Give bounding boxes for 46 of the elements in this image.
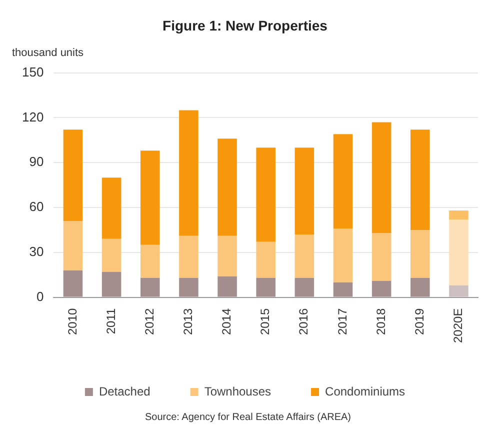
bar xyxy=(294,234,314,278)
bar xyxy=(449,285,468,297)
chart-title: Figure 1: New Properties xyxy=(162,17,328,34)
bar xyxy=(449,219,468,286)
x-tick-label: 2010 xyxy=(65,308,80,336)
bar xyxy=(63,130,83,221)
bar xyxy=(140,150,160,245)
bar xyxy=(372,232,392,281)
x-tick-label: 2017 xyxy=(335,308,350,336)
legend-label: Condominiums xyxy=(325,384,406,398)
x-tick-label: 2016 xyxy=(296,308,311,336)
x-tick-label: 2011 xyxy=(104,308,118,334)
bar xyxy=(410,130,430,230)
bar xyxy=(179,236,198,278)
bar xyxy=(449,210,468,220)
bar xyxy=(140,244,160,278)
bar xyxy=(256,148,276,242)
bar xyxy=(179,110,198,236)
x-tick-label: 2015 xyxy=(258,308,272,336)
bar xyxy=(102,178,122,239)
y-axis-title: thousand units xyxy=(12,46,84,59)
legend-label: Townhouses xyxy=(204,384,272,398)
bar xyxy=(218,236,237,276)
source-note: Source: Agency for Real Estate Affairs (AREA) xyxy=(144,412,352,423)
x-tick-label: 2018 xyxy=(374,308,388,336)
y-tick-label: 30 xyxy=(29,244,44,259)
bar xyxy=(102,238,122,272)
x-tick-label: 2019 xyxy=(412,308,426,336)
bar xyxy=(333,134,353,228)
bar xyxy=(256,242,276,278)
legend-label: Detached xyxy=(98,384,150,398)
x-tick-label: 2014 xyxy=(220,308,234,336)
bar xyxy=(294,148,314,234)
bar xyxy=(218,138,237,236)
bar xyxy=(410,230,430,278)
x-tick-label: 2013 xyxy=(181,308,196,336)
y-tick-label: 150 xyxy=(22,64,44,80)
y-tick-label: 60 xyxy=(29,199,44,214)
bar xyxy=(372,122,392,233)
x-tick-label: 2020E xyxy=(451,308,466,344)
y-tick-label: 0 xyxy=(36,288,44,304)
bar xyxy=(333,228,353,282)
x-tick-label: 2012 xyxy=(142,308,156,336)
bar xyxy=(63,220,83,270)
y-tick-label: 120 xyxy=(22,109,44,124)
y-tick-label: 90 xyxy=(29,154,44,170)
